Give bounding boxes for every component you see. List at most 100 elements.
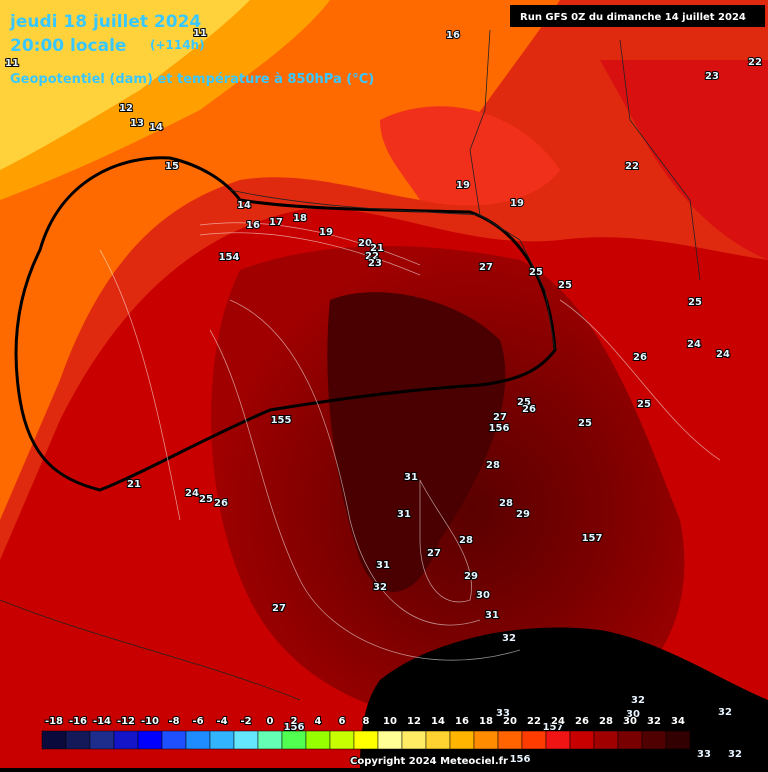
contour-label: 25 (688, 297, 702, 308)
contour-label: 21 (127, 479, 141, 490)
colorbar-label: 4 (315, 716, 322, 727)
contour-label: 25 (578, 418, 592, 429)
contour-label: 13 (130, 118, 144, 129)
contour-label: 31 (397, 509, 411, 520)
colorbar-swatch (257, 730, 283, 750)
colorbar-swatch (665, 730, 691, 750)
borders (0, 29, 701, 701)
colorbar-label: 28 (599, 716, 613, 727)
run-info: Run GFS 0Z du dimanche 14 juillet 2024 (520, 12, 746, 23)
colorbar-swatch (41, 730, 67, 750)
colorbar-label: 16 (455, 716, 469, 727)
colorbar-label: -12 (117, 716, 135, 727)
contour-label: 18 (293, 213, 307, 224)
colorbar-label: 32 (647, 716, 661, 727)
copyright: Copyright 2024 Meteociel.fr (350, 756, 508, 767)
contour-label: 157 (582, 533, 603, 544)
contour-label: 33 (496, 708, 510, 719)
colorbar-swatch (569, 730, 595, 750)
contour-label: 27 (493, 412, 507, 423)
colorbar-swatch (137, 730, 163, 750)
isotherms (99, 222, 721, 661)
contour-label: 24 (687, 339, 701, 350)
contour-label: 24 (185, 488, 199, 499)
colorbar-label: -4 (216, 716, 227, 727)
contour-label: 32 (502, 633, 516, 644)
contour-label: 12 (119, 103, 133, 114)
colorbar-swatch (521, 730, 547, 750)
colorbar-label: -18 (45, 716, 63, 727)
contour-label: 32 (728, 749, 742, 760)
geopotential-contour (14, 156, 557, 492)
lead-time: (+114h) (150, 38, 205, 52)
colorbar-label: -2 (240, 716, 251, 727)
contour-label: 20 (358, 238, 372, 249)
contour-label: 16 (246, 220, 260, 231)
contour-label: 28 (486, 460, 500, 471)
colorbar-swatch (209, 730, 235, 750)
map-time: 20:00 locale (10, 36, 126, 56)
contour-label: 25 (558, 280, 572, 291)
map-subtitle: Geopotentiel (dam) et température à 850h… (10, 72, 374, 87)
colorbar-label: -6 (192, 716, 203, 727)
colorbar-label: 18 (479, 716, 493, 727)
colorbar-swatch (473, 730, 499, 750)
contour-label: 30 (626, 709, 640, 720)
run-box (510, 5, 765, 27)
contour-label: 156 (510, 754, 531, 765)
colorbar-label: -10 (141, 716, 159, 727)
contour-label: 27 (479, 262, 493, 273)
contour-label: 22 (365, 251, 379, 262)
contour-label: 31 (485, 610, 499, 621)
hot-core-center (327, 292, 506, 593)
colorbar-swatch (65, 730, 91, 750)
colorbar-label: 26 (575, 716, 589, 727)
colorbar-label: 6 (339, 716, 346, 727)
contour-label: 25 (529, 267, 543, 278)
red-patch (380, 106, 560, 206)
contour-label: 23 (368, 258, 382, 269)
colorbar-swatch (89, 730, 115, 750)
colorbar-swatch (593, 730, 619, 750)
colorbar-swatch (305, 730, 331, 750)
colorbar-swatch (233, 730, 259, 750)
contour-label: 17 (269, 217, 283, 228)
contour-label: 27 (427, 548, 441, 559)
contour-label: 11 (193, 28, 207, 39)
contour-label: 29 (516, 509, 530, 520)
colorbar-swatch (281, 730, 307, 750)
yellow-region (0, 0, 250, 170)
contour-label: 25 (517, 397, 531, 408)
colorbar-swatch (617, 730, 643, 750)
contour-label: 29 (464, 571, 478, 582)
contour-label: 25 (199, 494, 213, 505)
contour-label: 15 (165, 161, 179, 172)
contour-label: 31 (376, 560, 390, 571)
contour-label: 31 (404, 472, 418, 483)
colorbar-label: 24 (551, 716, 565, 727)
contour-label: 26 (633, 352, 647, 363)
contour-label: 28 (499, 498, 513, 509)
contour-label: 14 (149, 122, 163, 133)
contour-label: 22 (625, 161, 639, 172)
colorbar-label: 2 (291, 716, 298, 727)
contour-label: 19 (510, 198, 524, 209)
contour-label: 14 (237, 200, 251, 211)
colorbar-swatch (497, 730, 523, 750)
colorbar-label: 14 (431, 716, 445, 727)
contour-label: 23 (705, 71, 719, 82)
contour-label: 21 (370, 243, 384, 254)
colorbar-swatch (161, 730, 187, 750)
colorbar-swatch (449, 730, 475, 750)
contour-label: 32 (631, 695, 645, 706)
colorbar-label: -16 (69, 716, 87, 727)
contour-label: 11 (5, 58, 19, 69)
colorbar: -18 -16 -14 -12 -10 -8 -6 -4 -2 0 2 4 6 8 10 12 14 16 18 20… (41, 715, 691, 750)
contour-label: 32 (718, 707, 732, 718)
contour-label: 154 (219, 252, 240, 263)
contour-label: 26 (522, 404, 536, 415)
red-patch (600, 60, 768, 260)
contour-label: 19 (456, 180, 470, 191)
colorbar-swatch (329, 730, 355, 750)
colorbar-swatch (545, 730, 571, 750)
